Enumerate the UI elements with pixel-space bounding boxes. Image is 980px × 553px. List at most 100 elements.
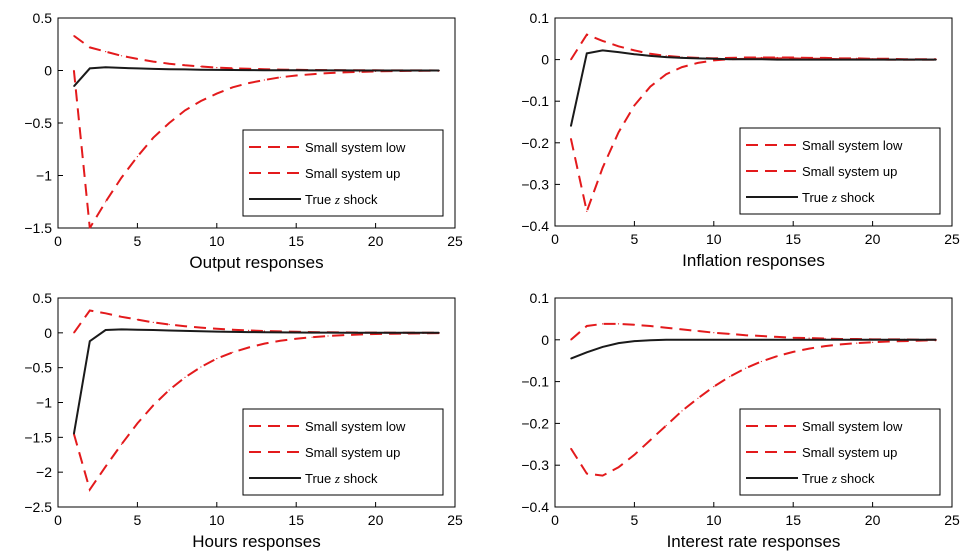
data-point (856, 339, 858, 341)
plot-frame (554, 297, 953, 508)
x-tick-label: 20 (368, 512, 384, 528)
data-point (681, 57, 683, 59)
chart-panel: 0 5 10 15 20 25 −2.5 −2 −1.5 −1 −0.5 0 0.5 Hours resp… (24, 290, 463, 551)
data-point (760, 58, 763, 60)
data-point (745, 56, 747, 59)
data-point (586, 210, 588, 212)
data-point (665, 56, 667, 58)
x-tick-label: 0 (54, 233, 62, 249)
data-point (729, 376, 731, 378)
data-point (406, 332, 408, 334)
data-point (617, 131, 620, 133)
data-point (248, 69, 250, 71)
series-line-1 (72, 332, 440, 492)
data-point (263, 79, 265, 81)
y-tick-label: −1 (36, 168, 52, 184)
y-tick-label: 0.1 (530, 290, 550, 306)
series-line-3 (569, 49, 937, 127)
x-tick-label: 0 (54, 512, 62, 528)
legend-label-part: True (305, 192, 335, 207)
data-point (570, 358, 572, 360)
x-axis-label: Inflation responses (682, 251, 825, 270)
data-point (279, 340, 281, 342)
data-point (152, 404, 154, 406)
data-point (120, 443, 123, 445)
data-point (184, 325, 186, 327)
legend-label: Small system low (802, 419, 903, 434)
data-point (105, 51, 107, 53)
data-point (136, 329, 138, 331)
data-point (311, 69, 313, 71)
y-tick-label: 0 (541, 52, 549, 68)
y-tick-label: 0 (44, 325, 52, 341)
data-point (73, 433, 75, 435)
legend-label-part: shock (340, 192, 378, 207)
data-point (760, 335, 763, 337)
data-point (602, 475, 604, 477)
data-point (216, 93, 218, 95)
data-point (120, 328, 123, 330)
data-point (681, 328, 683, 330)
data-point (824, 59, 826, 61)
data-point (570, 59, 572, 61)
data-point (681, 410, 683, 412)
data-point (633, 53, 636, 55)
data-point (232, 331, 234, 333)
data-point (649, 339, 651, 341)
data-point (649, 439, 651, 441)
data-point (279, 331, 281, 333)
data-point (602, 323, 604, 325)
data-point (824, 339, 826, 341)
data-point (602, 40, 604, 42)
data-point (713, 339, 715, 341)
data-point (586, 473, 588, 475)
data-point (665, 339, 667, 341)
data-point (200, 327, 202, 329)
data-point (184, 109, 186, 111)
legend: Small system low Small system up True z sh… (242, 129, 444, 217)
y-tick-label: −0.4 (521, 499, 549, 515)
legend-label: True z shock (802, 471, 875, 486)
data-point (375, 69, 377, 72)
data-point (697, 339, 699, 341)
data-point (311, 332, 313, 334)
data-point (713, 386, 715, 388)
data-point (184, 68, 186, 70)
data-point (776, 56, 778, 59)
data-point (633, 49, 636, 52)
data-point (570, 339, 572, 341)
data-point (745, 58, 747, 60)
x-tick-label: 15 (785, 231, 801, 247)
data-point (343, 334, 345, 336)
data-point (343, 332, 345, 334)
legend-label: Small system low (305, 419, 406, 434)
data-point (359, 71, 361, 73)
data-point (602, 49, 604, 52)
y-tick-label: −0.5 (24, 115, 52, 131)
data-point (168, 122, 170, 124)
y-tick-label: −0.3 (521, 457, 549, 473)
x-tick-label: 15 (288, 233, 304, 249)
data-point (136, 67, 138, 69)
x-tick-label: 10 (209, 512, 225, 528)
data-point (200, 330, 202, 332)
data-point (808, 57, 810, 59)
legend-label-italic: z (831, 190, 837, 205)
data-point (168, 323, 170, 326)
data-point (279, 69, 281, 71)
data-point (232, 67, 234, 69)
legend-label-part: shock (340, 471, 378, 486)
x-tick-label: 15 (288, 512, 304, 528)
data-point (617, 51, 620, 53)
data-point (152, 68, 154, 70)
y-tick-label: 0.5 (33, 10, 53, 26)
data-point (649, 325, 651, 327)
legend-label-italic: z (831, 471, 837, 486)
x-tick-label: 10 (706, 231, 722, 247)
y-tick-label: 0.1 (530, 10, 550, 26)
data-point (745, 334, 747, 336)
data-point (327, 335, 329, 337)
y-tick-label: −0.2 (521, 415, 549, 431)
data-point (73, 69, 75, 72)
data-point (105, 201, 107, 203)
